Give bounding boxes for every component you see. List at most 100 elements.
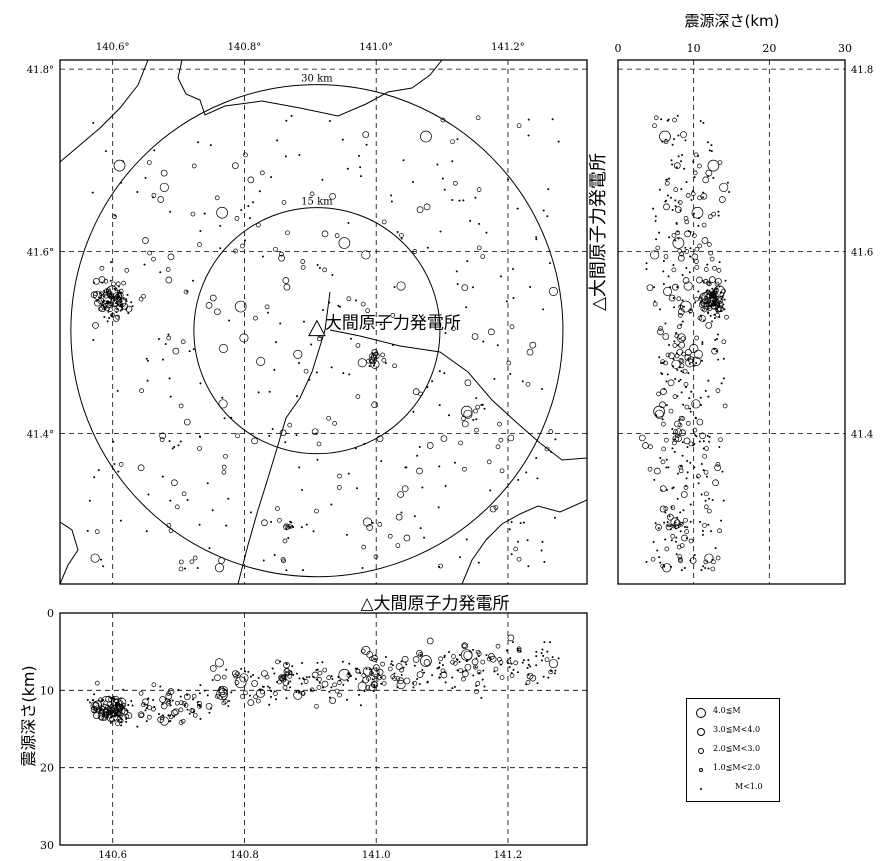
hypocenter-point bbox=[321, 661, 324, 664]
hypocenter-point bbox=[275, 659, 280, 665]
hypocenter-point bbox=[671, 232, 677, 238]
hypocenter-point bbox=[670, 517, 680, 527]
hypocenter-point bbox=[676, 368, 679, 371]
hypocenter-point bbox=[91, 699, 94, 702]
epicenter-point bbox=[221, 396, 224, 399]
hypocenter-point bbox=[694, 434, 697, 437]
hypocenter-point bbox=[713, 313, 716, 316]
epicenter-point bbox=[178, 403, 184, 409]
hypocenter-point bbox=[675, 536, 678, 539]
epicenter-point bbox=[125, 300, 128, 303]
epicenter-point bbox=[365, 308, 370, 314]
epicenter-point bbox=[527, 565, 530, 568]
hypocenter-point bbox=[664, 180, 670, 186]
hypocenter-point bbox=[316, 661, 319, 664]
epicenter-point bbox=[261, 519, 268, 527]
epicenter-point bbox=[525, 471, 528, 474]
epicenter-point bbox=[147, 250, 153, 256]
hypocenter-point bbox=[278, 674, 285, 682]
hypocenter-point bbox=[716, 297, 723, 305]
hypocenter-point bbox=[416, 671, 424, 678]
epicenter-point bbox=[347, 222, 350, 225]
hypocenter-point bbox=[662, 260, 665, 263]
hypocenter-point bbox=[289, 680, 292, 683]
hypocenter-point bbox=[499, 675, 505, 680]
hypocenter-point bbox=[701, 279, 704, 282]
hypocenter-point bbox=[687, 372, 690, 375]
hypocenter-point bbox=[377, 673, 380, 676]
distance-circle-label: 30 km bbox=[301, 74, 333, 85]
hypocenter-point bbox=[715, 462, 721, 467]
hypocenter-point bbox=[660, 459, 666, 465]
epicenter-point bbox=[278, 254, 285, 262]
hypocenter-point bbox=[355, 668, 361, 674]
epicenter-point bbox=[314, 508, 319, 514]
epicenter-point bbox=[181, 491, 187, 497]
epicenter-point bbox=[169, 499, 172, 502]
hypocenter-point bbox=[676, 395, 679, 398]
epicenter-point bbox=[309, 191, 315, 197]
hypocenter-point bbox=[714, 547, 717, 550]
hypocenter-point bbox=[674, 205, 677, 208]
hypocenter-point bbox=[713, 348, 716, 351]
hypocenter-point bbox=[332, 682, 337, 688]
hypocenter-point bbox=[710, 530, 713, 533]
hypocenter-point bbox=[652, 301, 658, 307]
hypocenter-point bbox=[287, 673, 293, 679]
hypocenter-point bbox=[540, 652, 543, 655]
hypocenter-point bbox=[361, 680, 364, 683]
hypocenter-point bbox=[679, 363, 685, 369]
epicenter-point bbox=[303, 368, 309, 374]
hypocenter-point bbox=[670, 565, 673, 568]
hypocenter-point bbox=[702, 196, 705, 199]
hypocenter-point bbox=[465, 660, 468, 663]
hypocenter-point bbox=[142, 698, 149, 706]
epicenter-point bbox=[112, 440, 115, 443]
depth-latitude-panel: 0 10 20 30 41.8 41.6 41.4 震源深さ(km) △大間原子力発電所 bbox=[588, 12, 873, 585]
hypocenter-point bbox=[716, 298, 719, 301]
hypocenter-point bbox=[112, 704, 117, 710]
epicenter-point bbox=[361, 566, 364, 569]
hypocenter-point bbox=[186, 693, 189, 696]
hypocenter-point bbox=[526, 672, 534, 680]
epicenter-point bbox=[271, 427, 274, 430]
hypocenter-point bbox=[680, 491, 688, 498]
hypocenter-point bbox=[372, 690, 375, 693]
hypocenter-point bbox=[465, 669, 468, 672]
hypocenter-point bbox=[688, 271, 691, 274]
hypocenter-point bbox=[692, 233, 697, 238]
hypocenter-point bbox=[674, 239, 677, 242]
hypocenter-point bbox=[667, 524, 670, 527]
epicenter-point bbox=[458, 440, 463, 446]
hypocenter-point bbox=[680, 160, 683, 163]
epicenter-point bbox=[363, 442, 366, 445]
depth-longitude-panel: 140.6 140.8 141.0 141.2 0 10 20 30 △大間原子力発電所 震源… bbox=[19, 594, 588, 861]
epicenter-point bbox=[416, 206, 424, 214]
hypocenter-point bbox=[507, 634, 515, 642]
epicenter-point bbox=[420, 130, 432, 143]
hypocenter-point bbox=[98, 711, 101, 714]
hypocenter-point bbox=[99, 714, 106, 722]
epicenter-point bbox=[122, 297, 125, 300]
epicenter-point bbox=[441, 177, 444, 180]
magnitude-symbol-icon bbox=[697, 728, 705, 736]
hypocenter-point bbox=[714, 339, 717, 342]
hypocenter-point bbox=[553, 672, 556, 675]
epicenter-point bbox=[119, 291, 122, 294]
epicenter-point bbox=[151, 193, 157, 198]
hypocenter-point bbox=[525, 680, 531, 685]
hypocenter-point bbox=[161, 702, 164, 705]
epicenter-point bbox=[141, 293, 146, 299]
epicenter-point bbox=[251, 437, 258, 445]
epicenter-point bbox=[355, 394, 361, 399]
hypocenter-point bbox=[664, 511, 667, 514]
hypocenter-point bbox=[456, 669, 459, 672]
epicenter-point bbox=[146, 379, 149, 382]
epicenter-point bbox=[525, 381, 531, 387]
hypocenter-point bbox=[689, 247, 692, 250]
epicenter-point bbox=[418, 391, 423, 397]
hypocenter-point bbox=[119, 717, 122, 720]
hypocenter-point bbox=[720, 519, 723, 522]
epicenter-point bbox=[273, 368, 276, 371]
hypocenter-point bbox=[691, 399, 701, 409]
